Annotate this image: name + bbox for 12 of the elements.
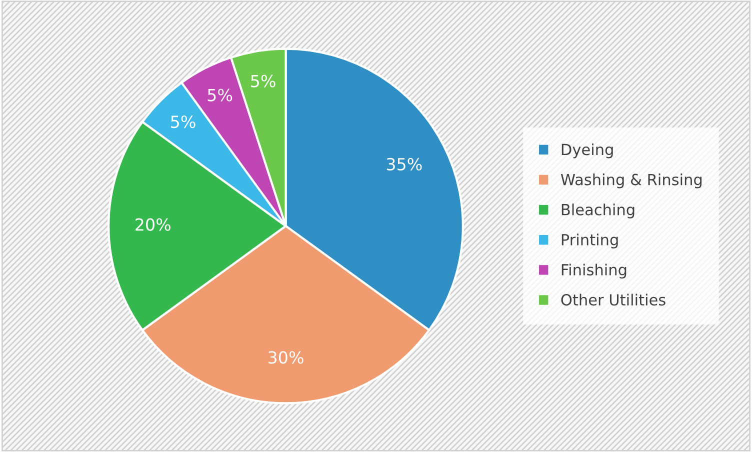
data-label: 35% xyxy=(386,158,422,171)
legend-label: Finishing xyxy=(562,264,626,278)
legend-label: Printing xyxy=(562,234,618,248)
data-label: 30% xyxy=(268,351,304,364)
legend-label: Other Utilities xyxy=(561,294,666,306)
legend-label: Washing & Rinsing xyxy=(560,174,702,188)
data-label: 5% xyxy=(251,74,276,88)
legend-label: Bleaching xyxy=(562,204,634,218)
data-label: 20% xyxy=(136,218,170,231)
data-label: 5% xyxy=(208,88,232,102)
legend-label: Dyeing xyxy=(562,143,613,158)
data-label: 5% xyxy=(171,115,196,128)
